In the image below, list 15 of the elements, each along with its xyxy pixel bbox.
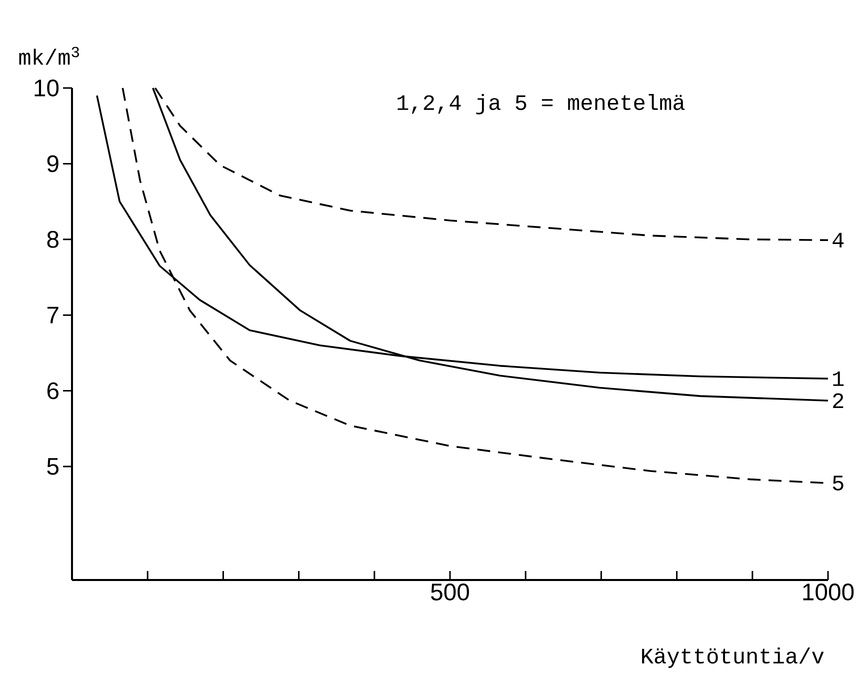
y-axis-title: mk/m$^{3}$ — [19, 46, 80, 65]
y-tick-label: 10 — [34, 80, 59, 96]
series-label: 2 — [833, 393, 844, 408]
x-axis-title: Käyttötuntia/v — [642, 647, 824, 668]
series-label: 1 — [833, 371, 844, 386]
series-label: 4 — [832, 232, 844, 248]
y-tick-label: 6 — [47, 382, 58, 400]
y-tick-label: 9 — [47, 155, 58, 172]
y-tick-label: 7 — [47, 306, 58, 324]
x-tick-label: 500 — [431, 584, 470, 600]
x-tick-label: 1000 — [803, 584, 854, 600]
y-tick-label: 5 — [47, 458, 59, 475]
annotation: 1,2,4 ja 5 = menetelmä — [398, 94, 685, 114]
y-tick-label: 8 — [47, 230, 58, 248]
series-label: 5 — [832, 476, 844, 490]
